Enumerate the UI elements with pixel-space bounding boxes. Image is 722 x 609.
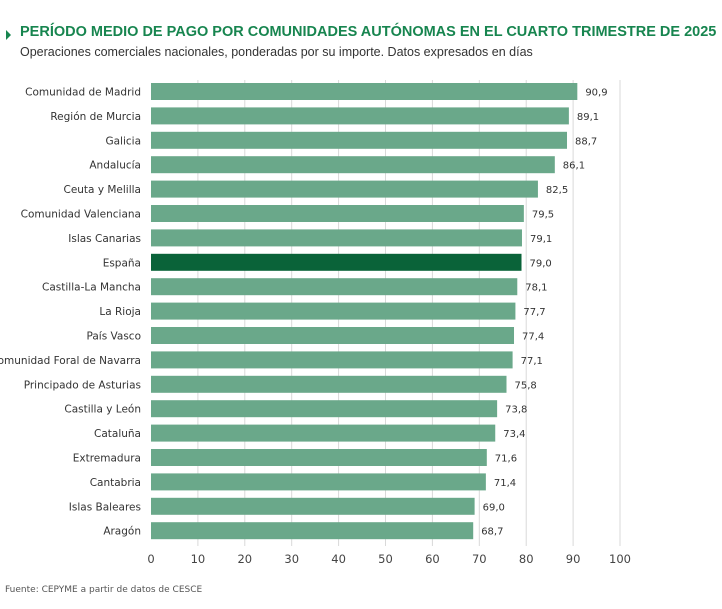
value-label: 86,1 — [563, 161, 585, 172]
title-marker-icon — [6, 30, 11, 40]
value-label: 73,8 — [505, 405, 527, 416]
x-tick-label: 60 — [425, 552, 440, 566]
category-label: Islas Canarias — [68, 233, 141, 245]
value-label: 79,5 — [532, 210, 554, 221]
x-tick-label: 50 — [378, 552, 393, 566]
x-axis-ticks: 0 10 20 30 40 50 60 70 80 90 100 — [147, 552, 631, 566]
x-tick-label: 10 — [191, 552, 206, 566]
category-label: Comunidad Foral de Navarra — [0, 355, 141, 367]
value-label: 89,1 — [577, 112, 599, 123]
value-label: 73,4 — [503, 429, 525, 440]
category-label: Castilla y León — [64, 404, 141, 416]
value-label: 88,7 — [575, 136, 597, 147]
value-label: 71,4 — [494, 478, 516, 489]
category-label: País Vasco — [87, 331, 142, 343]
bar — [151, 156, 555, 174]
category-label: Comunidad Valenciana — [21, 209, 141, 221]
value-label: 77,7 — [523, 307, 545, 318]
value-label: 90,9 — [585, 88, 607, 99]
x-tick-label: 70 — [472, 552, 487, 566]
bar — [151, 131, 568, 149]
x-tick-label: 80 — [519, 552, 534, 566]
bar — [151, 522, 474, 540]
value-label: 78,1 — [525, 283, 547, 294]
bar — [151, 107, 569, 125]
bar — [151, 83, 578, 100]
category-label: Extremadura — [73, 453, 141, 465]
category-label: Andalucía — [89, 160, 141, 172]
bar-highlight — [151, 253, 522, 271]
value-label: 82,5 — [546, 185, 568, 196]
source-note: Fuente: CEPYME a partir de datos de CESC… — [5, 585, 203, 595]
bar — [151, 205, 524, 222]
category-label: Región de Murcia — [50, 111, 141, 123]
value-label: 68,7 — [481, 527, 503, 538]
value-label: 77,4 — [522, 332, 544, 343]
value-label: 79,0 — [530, 258, 552, 269]
x-tick-label: 30 — [284, 552, 299, 566]
x-tick-label: 90 — [566, 552, 581, 566]
value-label: 69,0 — [483, 502, 505, 513]
category-label: Ceuta y Melilla — [63, 184, 141, 196]
category-label: Cantabria — [90, 477, 141, 489]
category-label: Islas Baleares — [69, 501, 141, 513]
bar — [151, 180, 538, 198]
bar — [151, 400, 498, 418]
bar — [151, 229, 522, 247]
value-label: 79,1 — [530, 234, 552, 245]
bar — [151, 449, 487, 466]
category-label: Galicia — [105, 135, 141, 147]
bars — [151, 83, 578, 540]
bar — [151, 375, 507, 393]
labels: Comunidad de Madrid 90,9 Región de Murcia 8… — [0, 87, 608, 538]
category-label: Aragón — [103, 526, 141, 538]
category-label: España — [103, 257, 141, 269]
x-tick-label: 40 — [331, 552, 346, 566]
category-label: Comunidad de Madrid — [25, 87, 141, 99]
x-tick-label: 0 — [147, 552, 154, 566]
chart-title: PERÍODO MEDIO DE PAGO POR COMUNIDADES AU… — [20, 24, 717, 40]
category-label: Cataluña — [94, 428, 141, 440]
category-label: Castilla-La Mancha — [42, 282, 141, 294]
value-label: 71,6 — [495, 454, 517, 465]
category-label: Principado de Asturias — [24, 379, 141, 391]
x-tick-label: 20 — [237, 552, 252, 566]
x-tick-label: 100 — [609, 552, 631, 566]
value-label: 77,1 — [521, 356, 543, 367]
value-label: 75,8 — [515, 380, 537, 391]
bar — [151, 302, 516, 320]
bar — [151, 497, 475, 515]
bar — [151, 424, 496, 442]
bar — [151, 473, 486, 491]
bar — [151, 278, 518, 296]
bar — [151, 327, 515, 344]
chart-subtitle: Operaciones comerciales nacionales, pond… — [20, 45, 533, 59]
bar — [151, 351, 513, 369]
category-label: La Rioja — [99, 306, 141, 318]
